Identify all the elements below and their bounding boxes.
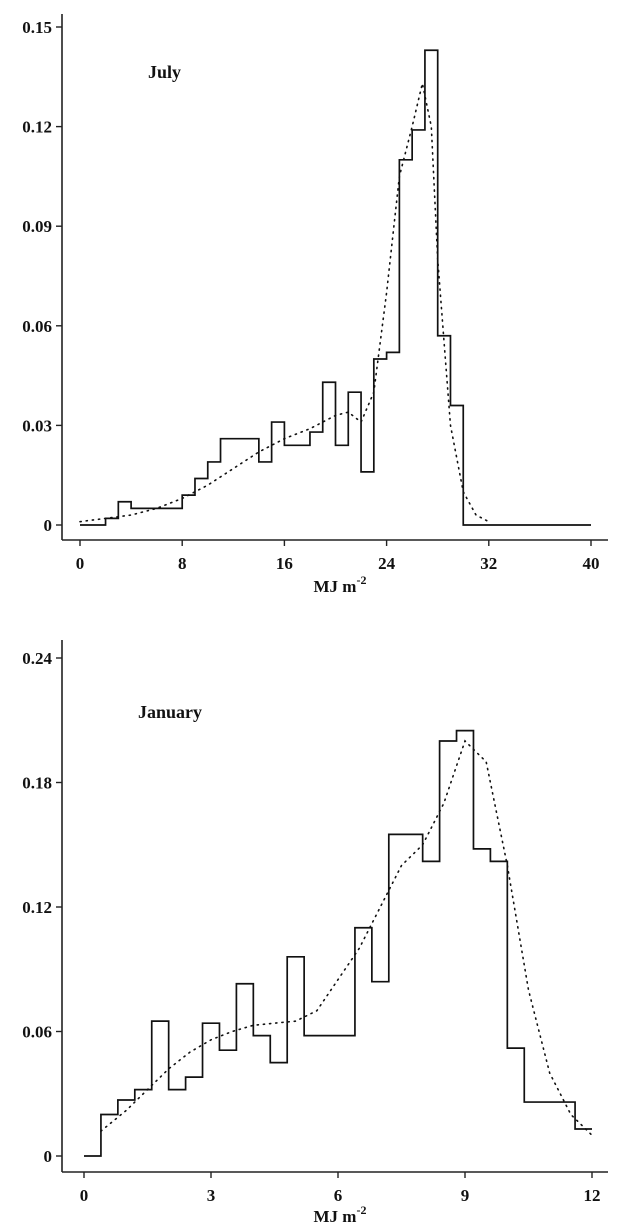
y-tick-label-july: 0.03 <box>22 416 52 435</box>
histogram-series-january <box>84 729 592 1157</box>
x-tick-label-january: 12 <box>584 1186 601 1205</box>
y-tick-label-january: 0.18 <box>22 774 52 793</box>
fit-curve-january <box>100 739 593 1137</box>
panel-label-january: January <box>138 702 202 722</box>
x-tick-label-january: 6 <box>334 1186 343 1205</box>
x-tick-label-july: 40 <box>583 554 600 573</box>
x-axis-title-january: MJ m-2 <box>314 1203 367 1226</box>
x-tick-label-january: 9 <box>461 1186 470 1205</box>
y-tick-label-july: 0.06 <box>22 317 52 336</box>
x-tick-label-january: 0 <box>80 1186 89 1205</box>
x-tick-label-july: 24 <box>378 554 396 573</box>
x-tick-label-july: 8 <box>178 554 187 573</box>
y-tick-label-january: 0.12 <box>22 898 52 917</box>
y-tick-label-july: 0.15 <box>22 18 52 37</box>
chart-january: January MJ m-2 0 0.06 0.12 0.18 0.24 0 3 6 9 12 <box>22 640 608 1226</box>
y-tick-label-january: 0 <box>44 1147 53 1166</box>
x-tick-label-january: 3 <box>207 1186 216 1205</box>
y-tick-label-july: 0.12 <box>22 118 52 137</box>
x-axis-title-july: MJ m-2 <box>314 573 367 596</box>
chart-july: July MJ m-2 0 0.03 0.06 0.09 0.12 0.15 0 8 16 24 3… <box>22 14 608 596</box>
y-tick-label-july: 0.09 <box>22 217 52 236</box>
x-tick-label-july: 32 <box>480 554 497 573</box>
y-tick-label-january: 0.24 <box>22 649 52 668</box>
y-tick-label-july: 0 <box>44 516 53 535</box>
y-tick-label-january: 0.06 <box>22 1023 52 1042</box>
fit-curve-july <box>79 83 490 523</box>
panel-label-july: July <box>148 62 181 82</box>
histogram-series-july <box>80 49 591 526</box>
x-tick-label-july: 16 <box>276 554 293 573</box>
x-tick-label-july: 0 <box>76 554 85 573</box>
